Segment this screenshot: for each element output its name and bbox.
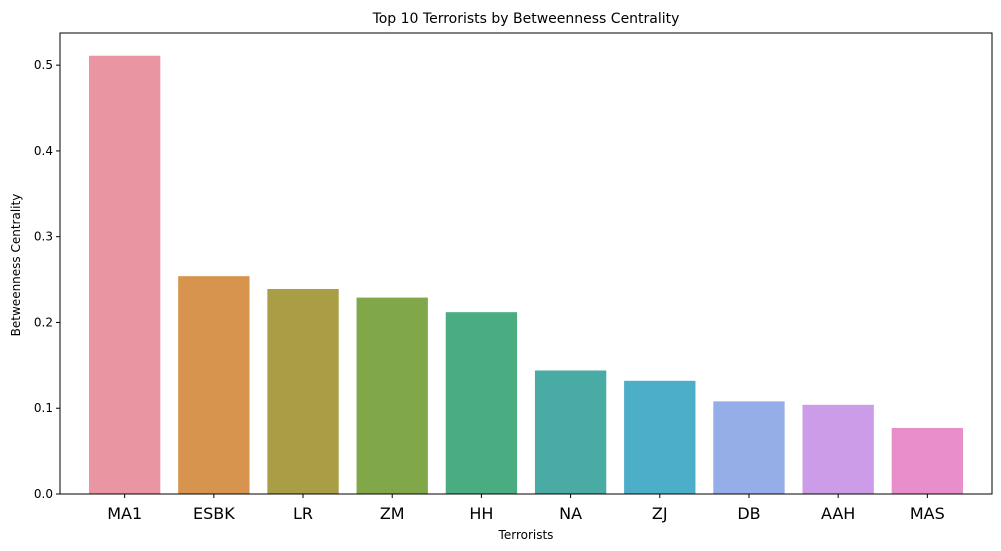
bar-aah — [802, 404, 874, 494]
x-tick-label: AAH — [821, 504, 855, 523]
x-tick-label: MA1 — [107, 504, 142, 523]
x-tick-label: ZJ — [652, 504, 668, 523]
x-axis-label: Terrorists — [498, 528, 554, 542]
x-tick-label: MAS — [910, 504, 945, 523]
bar-na — [534, 370, 607, 494]
bar-db — [713, 401, 785, 494]
y-tick-label: 0.5 — [34, 58, 53, 72]
bar-hh — [445, 312, 518, 494]
x-tick-label: HH — [469, 504, 493, 523]
plot-area: 0.0 0.1 0.2 0.3 0.4 0.5 MA1 ESBK LR ZM HH NA ZJ DB AAH… — [34, 32, 993, 523]
bar-esbk — [178, 276, 250, 494]
x-tick-label: ESBK — [193, 504, 235, 523]
x-tick-label: LR — [293, 504, 313, 523]
chart-title: Top 10 Terrorists by Betweenness Central… — [372, 11, 680, 27]
x-tick-label: DB — [737, 504, 760, 523]
y-tick-label: 0.3 — [34, 230, 53, 244]
y-axis-label: Betweenness Centrality — [9, 194, 23, 337]
y-tick-label: 0.1 — [34, 401, 53, 415]
x-tick-label: ZM — [380, 504, 405, 523]
y-tick-label: 0.4 — [34, 144, 53, 158]
bar-zj — [624, 380, 696, 494]
bar-lr — [267, 289, 339, 494]
y-tick-label: 0.0 — [34, 487, 53, 501]
x-tick-label: NA — [559, 504, 582, 523]
axes-frame — [59, 32, 993, 495]
bar-mas — [891, 427, 964, 494]
y-tick-label: 0.2 — [34, 315, 53, 329]
bar-ma1 — [88, 55, 161, 495]
bar-zm — [356, 297, 428, 494]
